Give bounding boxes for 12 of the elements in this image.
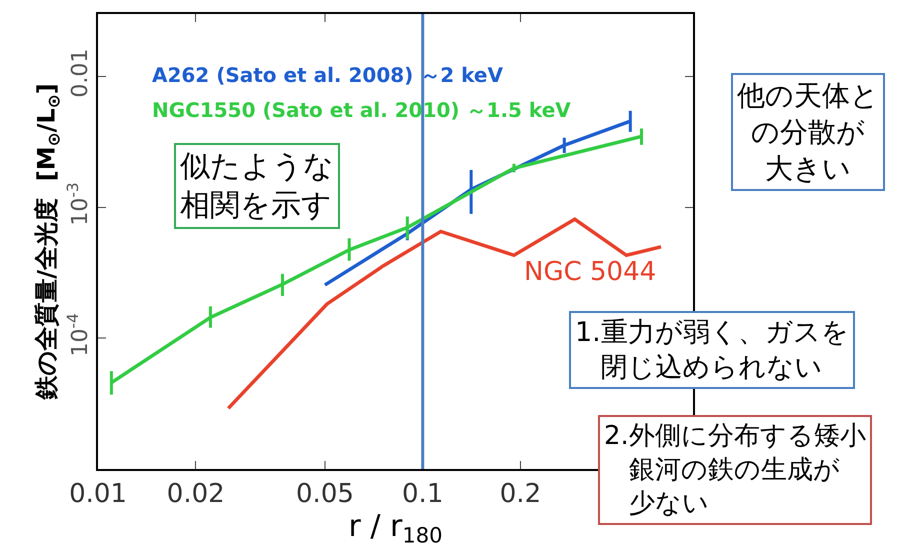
- x-tick-label: 0.02: [166, 479, 225, 510]
- text: A262 (Sato et al. 2008) ～2 keV: [152, 63, 504, 87]
- x-tick-label: 0.05: [296, 479, 354, 510]
- y-tick-label: 0.01: [68, 48, 94, 98]
- annotation: 2.外側に分布する矮小銀河の鉄の生成が少ない: [604, 421, 866, 519]
- series-label: NGC 5044: [524, 257, 656, 287]
- x-tick-label: 0.2: [500, 479, 542, 510]
- x-tick-label: 0.1: [402, 479, 444, 510]
- text: 他の天体との分散が大きい: [737, 79, 879, 185]
- annotation: 1.重力が弱く、ガスを閉じ込められない: [575, 317, 849, 384]
- x-axis-title: r / r$_{180}$: [348, 509, 442, 548]
- annotation: 似たような相関を示す: [180, 149, 334, 223]
